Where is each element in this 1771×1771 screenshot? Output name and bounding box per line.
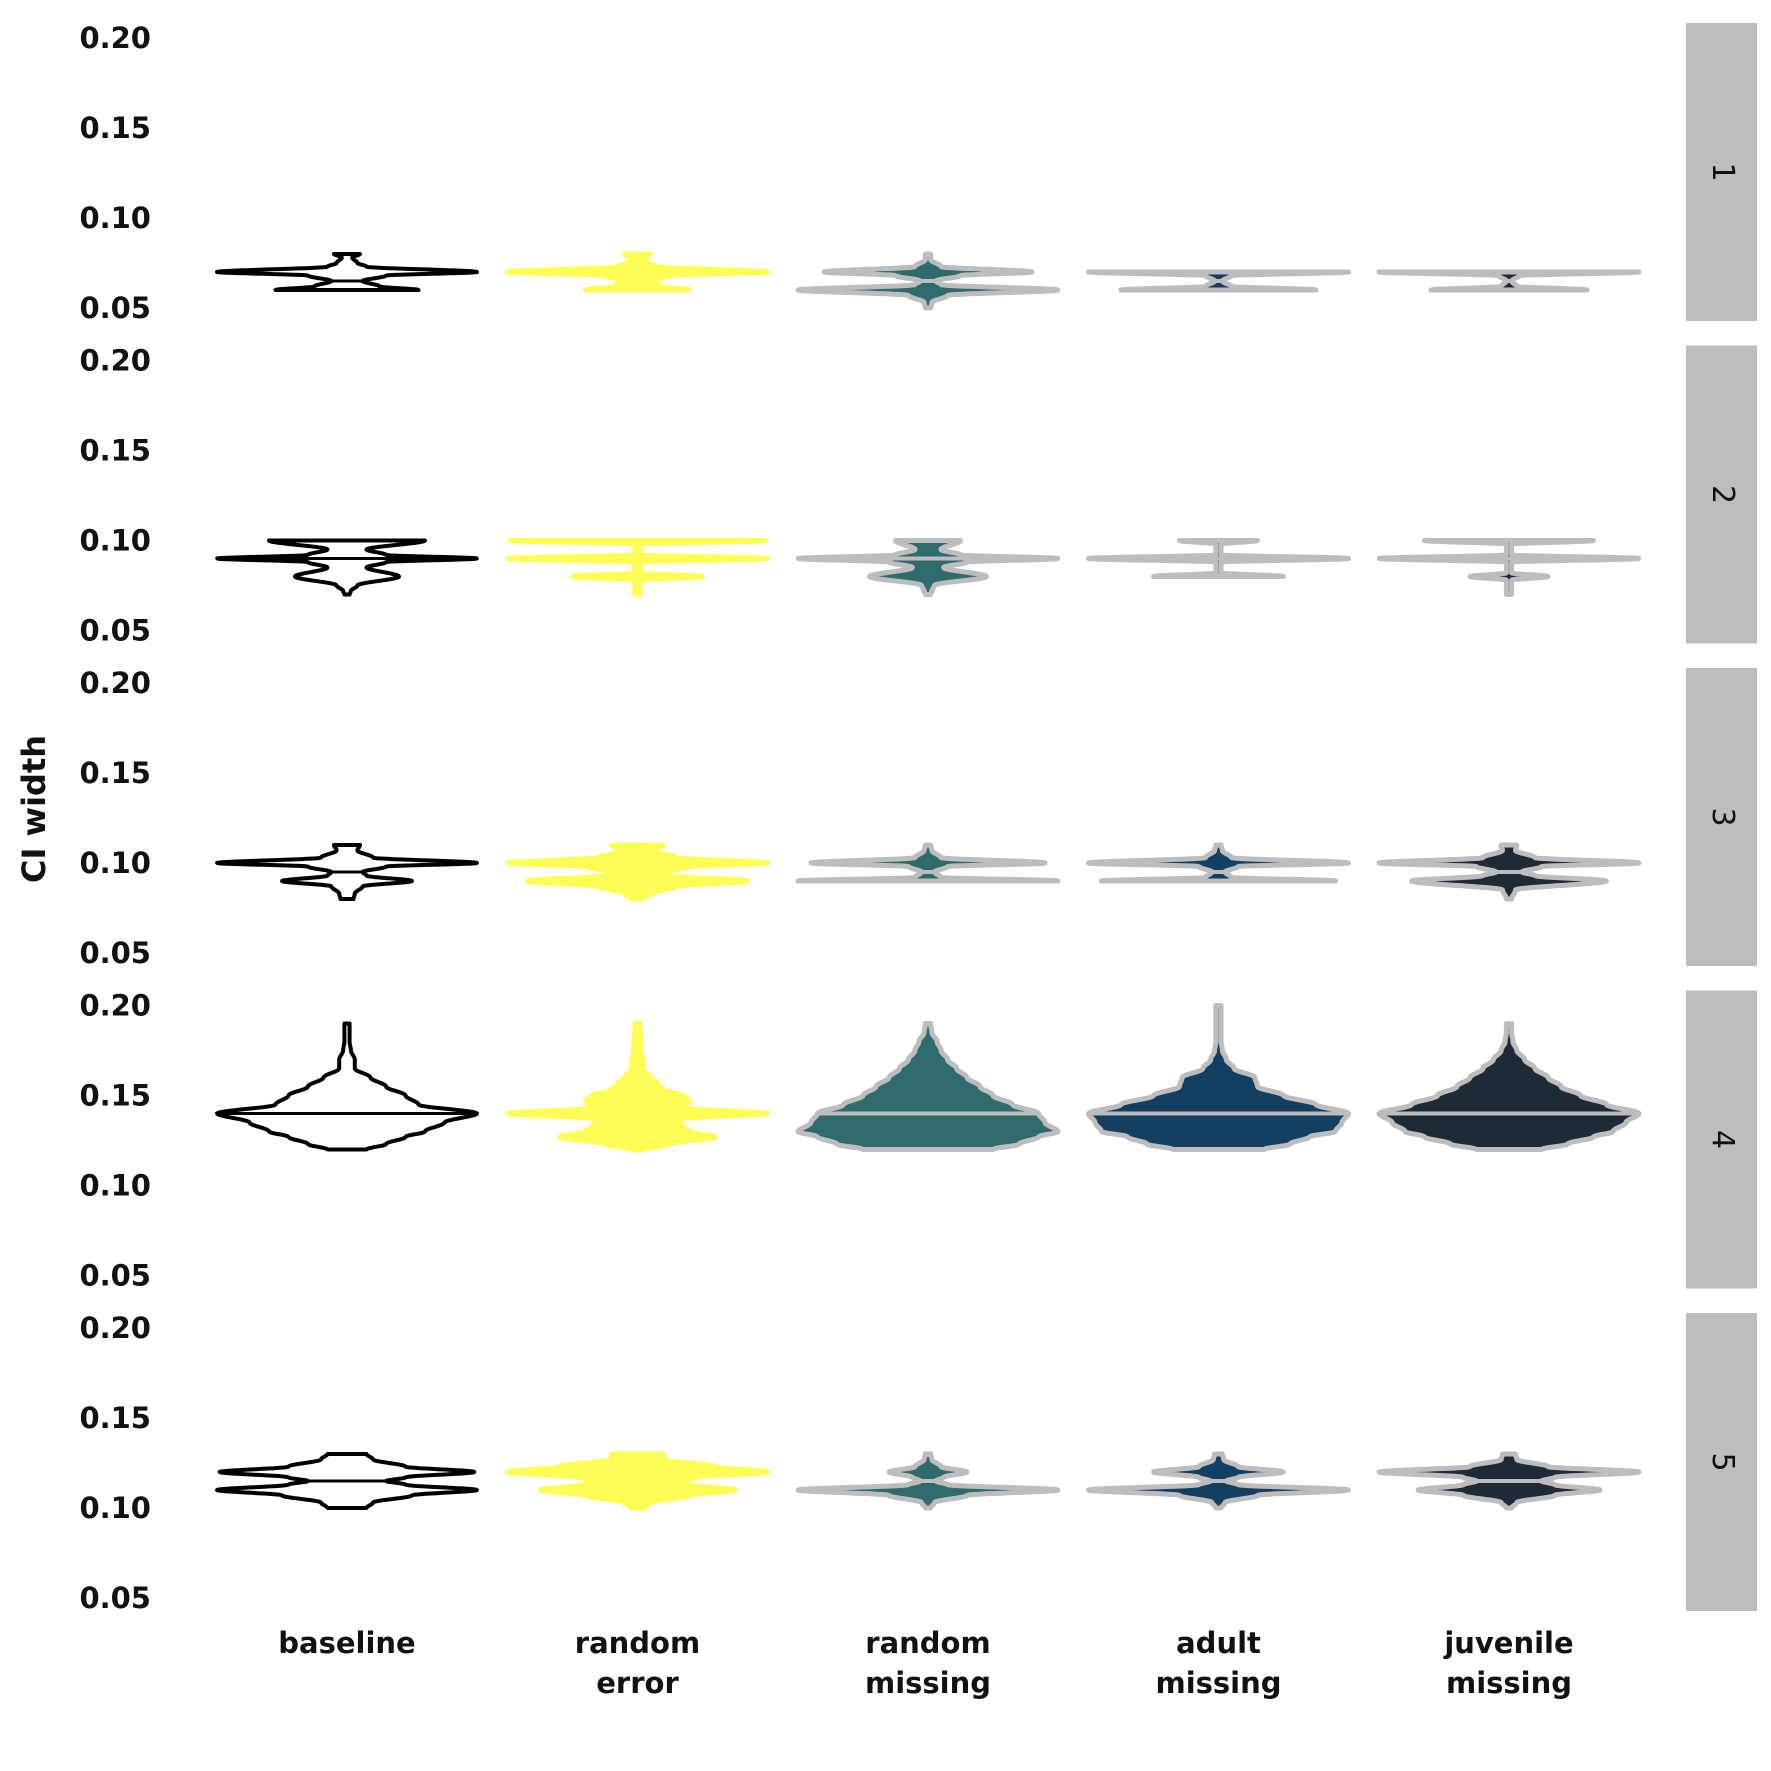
facet-panel-2: 0.20 0.15 0.10 0.05 2	[79, 344, 1757, 648]
facet-panel-4: 0.20 0.15 0.10 0.05 4	[79, 989, 1757, 1293]
y-tick-label: 0.05	[79, 614, 151, 648]
y-axis-title: CI width	[15, 735, 53, 883]
y-tick-label: 0.10	[79, 1169, 151, 1203]
y-tick-label: 0.05	[79, 1581, 151, 1615]
facet-strip-label: 4	[1705, 1130, 1740, 1149]
violin-random_error	[505, 538, 770, 597]
facet-panel-5: 0.20 0.15 0.10 0.05 5	[79, 1311, 1757, 1615]
facet-panel-1: 0.20 0.15 0.10 0.05 1	[79, 21, 1757, 325]
y-tick-label: 0.15	[79, 434, 151, 468]
y-tick-label: 0.20	[79, 1311, 151, 1345]
violin-adult_missing	[1086, 842, 1351, 884]
y-tick-label: 0.15	[79, 756, 151, 790]
violin-adult_missing	[1086, 1003, 1351, 1152]
y-tick-label: 0.20	[79, 989, 151, 1023]
violin-random_missing	[795, 1021, 1061, 1152]
y-tick-label: 0.05	[79, 1259, 151, 1293]
violin-juvenile_missing	[1376, 538, 1642, 597]
violin-baseline	[215, 1021, 479, 1152]
x-category-label-adult_missing: adult	[1176, 1626, 1261, 1660]
y-tick-label: 0.05	[79, 936, 151, 970]
facet-strip-label: 3	[1705, 807, 1740, 826]
facet-strip-label: 2	[1705, 485, 1740, 504]
x-category-label-juvenile_missing: missing	[1446, 1666, 1572, 1700]
x-category-label-random_missing: missing	[865, 1666, 991, 1700]
x-category-label-random_missing: random	[865, 1626, 990, 1660]
x-category-label-baseline: baseline	[278, 1626, 415, 1660]
violin-random_error	[505, 251, 770, 293]
facet-panel-3: 0.20 0.15 0.10 0.05 3	[79, 666, 1757, 970]
violin-baseline	[215, 252, 479, 292]
y-tick-label: 0.15	[79, 1079, 151, 1113]
x-category-label-juvenile_missing: juvenile	[1443, 1626, 1573, 1660]
violin-random_missing	[795, 538, 1061, 597]
y-tick-label: 0.20	[79, 344, 151, 378]
facet-strip	[1686, 345, 1757, 644]
facet-strip-label: 1	[1705, 162, 1740, 181]
y-tick-label: 0.15	[79, 111, 151, 145]
violin-juvenile_missing	[1376, 1021, 1642, 1152]
x-category-label-random_error: random	[575, 1626, 700, 1660]
y-tick-label: 0.05	[79, 291, 151, 325]
violin-random_error	[505, 1021, 770, 1152]
facet-strip	[1686, 668, 1757, 966]
y-tick-label: 0.10	[79, 1491, 151, 1525]
facet-strip	[1686, 23, 1757, 321]
y-tick-label: 0.20	[79, 21, 151, 55]
violin-baseline	[215, 538, 479, 597]
y-tick-label: 0.10	[79, 846, 151, 880]
facet-strip	[1686, 1313, 1757, 1611]
violin-random_missing	[795, 842, 1061, 884]
x-category-label-adult_missing: missing	[1155, 1666, 1281, 1700]
facet-strip-label: 5	[1705, 1452, 1740, 1471]
y-tick-label: 0.10	[79, 524, 151, 558]
facet-strip	[1686, 990, 1757, 1289]
x-category-label-random_error: error	[596, 1666, 679, 1700]
y-tick-label: 0.15	[79, 1401, 151, 1435]
y-tick-label: 0.20	[79, 666, 151, 700]
y-tick-label: 0.10	[79, 201, 151, 235]
